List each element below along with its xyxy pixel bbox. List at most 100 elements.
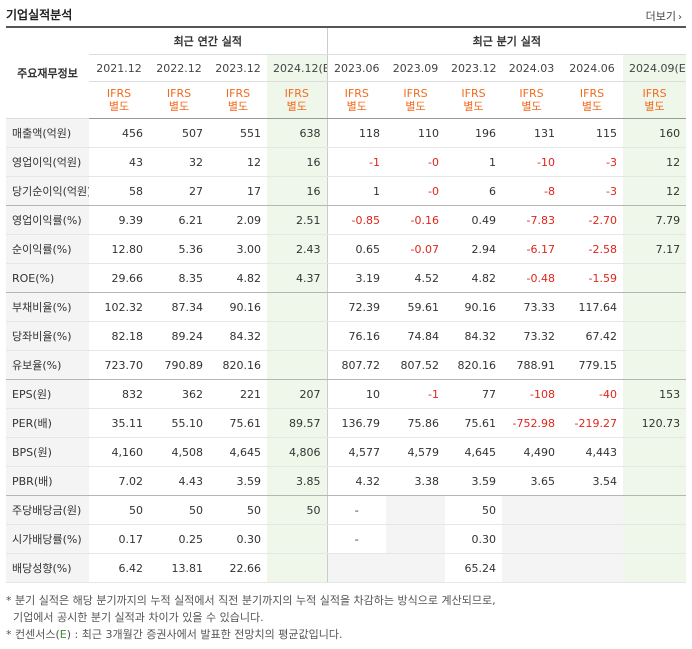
row-label: BPS(원) bbox=[6, 437, 89, 467]
ifrs-standard-label: IFRS 별도 bbox=[623, 81, 687, 119]
table-cell: -10 bbox=[502, 147, 562, 177]
section-title: 기업실적분석 bbox=[6, 8, 73, 22]
table-cell bbox=[561, 524, 624, 554]
table-cell: -2.58 bbox=[561, 234, 624, 264]
row-label: 부채비율(%) bbox=[6, 292, 89, 322]
more-link[interactable]: 더보기 › bbox=[646, 8, 682, 24]
table-cell: -8 bbox=[502, 176, 562, 206]
table-cell: 196 bbox=[445, 118, 503, 148]
table-cell: 27 bbox=[149, 176, 209, 206]
table-cell: 4.82 bbox=[445, 263, 503, 293]
period-header: 2024.09(E) bbox=[623, 54, 687, 82]
separate-label: 별도 bbox=[463, 100, 484, 113]
table-cell bbox=[267, 292, 328, 322]
annual-header: 최근 연간 실적 bbox=[89, 27, 328, 55]
table-cell bbox=[561, 495, 624, 525]
table-cell: 362 bbox=[149, 379, 209, 409]
table-cell: 4.43 bbox=[149, 466, 209, 496]
table-cell: 4,579 bbox=[386, 437, 446, 467]
table-cell bbox=[267, 321, 328, 351]
table-row: 주당배당금(원) 50 50 50 50-50 bbox=[6, 495, 687, 525]
period-header: 2023.12 bbox=[209, 54, 267, 82]
table-cell: 4,508 bbox=[149, 437, 209, 467]
table-cell: 153 bbox=[623, 379, 687, 409]
table-cell: -752.98 bbox=[502, 408, 562, 438]
table-cell: 118 bbox=[326, 118, 387, 148]
table-row: 시가배당률(%) 0.17 0.25 0.30-0.30 bbox=[6, 524, 687, 554]
table-cell: 72.39 bbox=[326, 292, 387, 322]
separate-label: 별도 bbox=[286, 100, 307, 113]
separate-label: 별도 bbox=[108, 100, 130, 113]
table-row: 당좌비율(%) 82.18 89.24 84.32 76.16 74.84 84.32 73.… bbox=[6, 321, 687, 351]
table-cell: 12 bbox=[623, 147, 687, 177]
table-cell: 7.79 bbox=[623, 205, 687, 235]
table-cell bbox=[623, 553, 687, 583]
table-cell: 59.61 bbox=[386, 292, 446, 322]
row-label: 영업이익(억원) bbox=[6, 147, 89, 177]
table-cell bbox=[267, 553, 328, 583]
table-cell: -1.59 bbox=[561, 263, 624, 293]
table-cell: 0.30 bbox=[209, 524, 267, 554]
table-cell bbox=[623, 321, 687, 351]
table-cell: 820.16 bbox=[445, 350, 503, 380]
table-cell: 117.64 bbox=[561, 292, 624, 322]
table-cell: 3.65 bbox=[502, 466, 562, 496]
table-cell: 221 bbox=[209, 379, 267, 409]
table-cell: 120.73 bbox=[623, 408, 687, 438]
table-cell bbox=[623, 292, 687, 322]
table-cell bbox=[326, 553, 387, 583]
table-cell: 136.79 bbox=[326, 408, 387, 438]
table-cell: - bbox=[326, 495, 387, 525]
table-cell: 2.94 bbox=[445, 234, 503, 264]
ifrs-label: IFRS bbox=[579, 87, 605, 100]
table-cell bbox=[623, 466, 687, 496]
table-cell: 74.84 bbox=[386, 321, 446, 351]
table-cell: 17 bbox=[209, 176, 267, 206]
table-cell: 3.59 bbox=[209, 466, 267, 496]
table-cell: 788.91 bbox=[502, 350, 562, 380]
separate-label: 별도 bbox=[521, 100, 542, 113]
table-cell: 87.34 bbox=[149, 292, 209, 322]
table-cell: -108 bbox=[502, 379, 562, 409]
table-cell: 35.11 bbox=[89, 408, 149, 438]
ifrs-label: IFRS bbox=[642, 87, 667, 100]
table-cell: 779.15 bbox=[561, 350, 624, 380]
separate-label: 별도 bbox=[644, 100, 665, 113]
table-cell: -1 bbox=[386, 379, 446, 409]
ifrs-label: IFRS bbox=[225, 87, 251, 100]
row-label-header: 주요재무정보 bbox=[6, 27, 89, 119]
row-label: 영업이익률(%) bbox=[6, 205, 89, 235]
table-row: 부채비율(%) 102.32 87.34 90.16 72.39 59.61 90.16 73… bbox=[6, 292, 687, 322]
table-cell: 4,490 bbox=[502, 437, 562, 467]
table-cell: -0.07 bbox=[386, 234, 446, 264]
table-cell: -1 bbox=[326, 147, 387, 177]
table-cell bbox=[267, 350, 328, 380]
footnote-2: 기업에서 공시한 분기 실적과 차이가 있을 수 있습니다. bbox=[6, 611, 264, 624]
table-cell: 12 bbox=[623, 176, 687, 206]
table-cell: 22.66 bbox=[209, 553, 267, 583]
table-cell: 73.33 bbox=[502, 292, 562, 322]
ifrs-standard-label: IFRS 별도 bbox=[445, 81, 503, 119]
table-cell: 13.81 bbox=[149, 553, 209, 583]
table-cell: 723.70 bbox=[89, 350, 149, 380]
period-header: 2023.12 bbox=[445, 54, 503, 82]
table-cell: 0.65 bbox=[326, 234, 387, 264]
table-cell: 4.37 bbox=[267, 263, 328, 293]
table-cell: -0 bbox=[386, 147, 446, 177]
section-header: 기업실적분석 더보기 › bbox=[6, 2, 688, 24]
ifrs-standard-label: IFRS 별도 bbox=[267, 81, 328, 119]
separate-label: 별도 bbox=[227, 100, 249, 113]
table-cell: 4,577 bbox=[326, 437, 387, 467]
table-cell: 67.42 bbox=[561, 321, 624, 351]
table-cell: -7.83 bbox=[502, 205, 562, 235]
ifrs-standard-label: IFRS 별도 bbox=[89, 81, 149, 119]
table-cell bbox=[623, 437, 687, 467]
table-cell: 7.02 bbox=[89, 466, 149, 496]
table-cell: 16 bbox=[267, 176, 328, 206]
period-header: 2022.12 bbox=[149, 54, 209, 82]
table-cell: -0.48 bbox=[502, 263, 562, 293]
table-cell: -3 bbox=[561, 176, 624, 206]
table-cell: 90.16 bbox=[209, 292, 267, 322]
ifrs-standard-label: IFRS 별도 bbox=[326, 81, 387, 119]
more-label: 더보기 bbox=[645, 10, 676, 23]
